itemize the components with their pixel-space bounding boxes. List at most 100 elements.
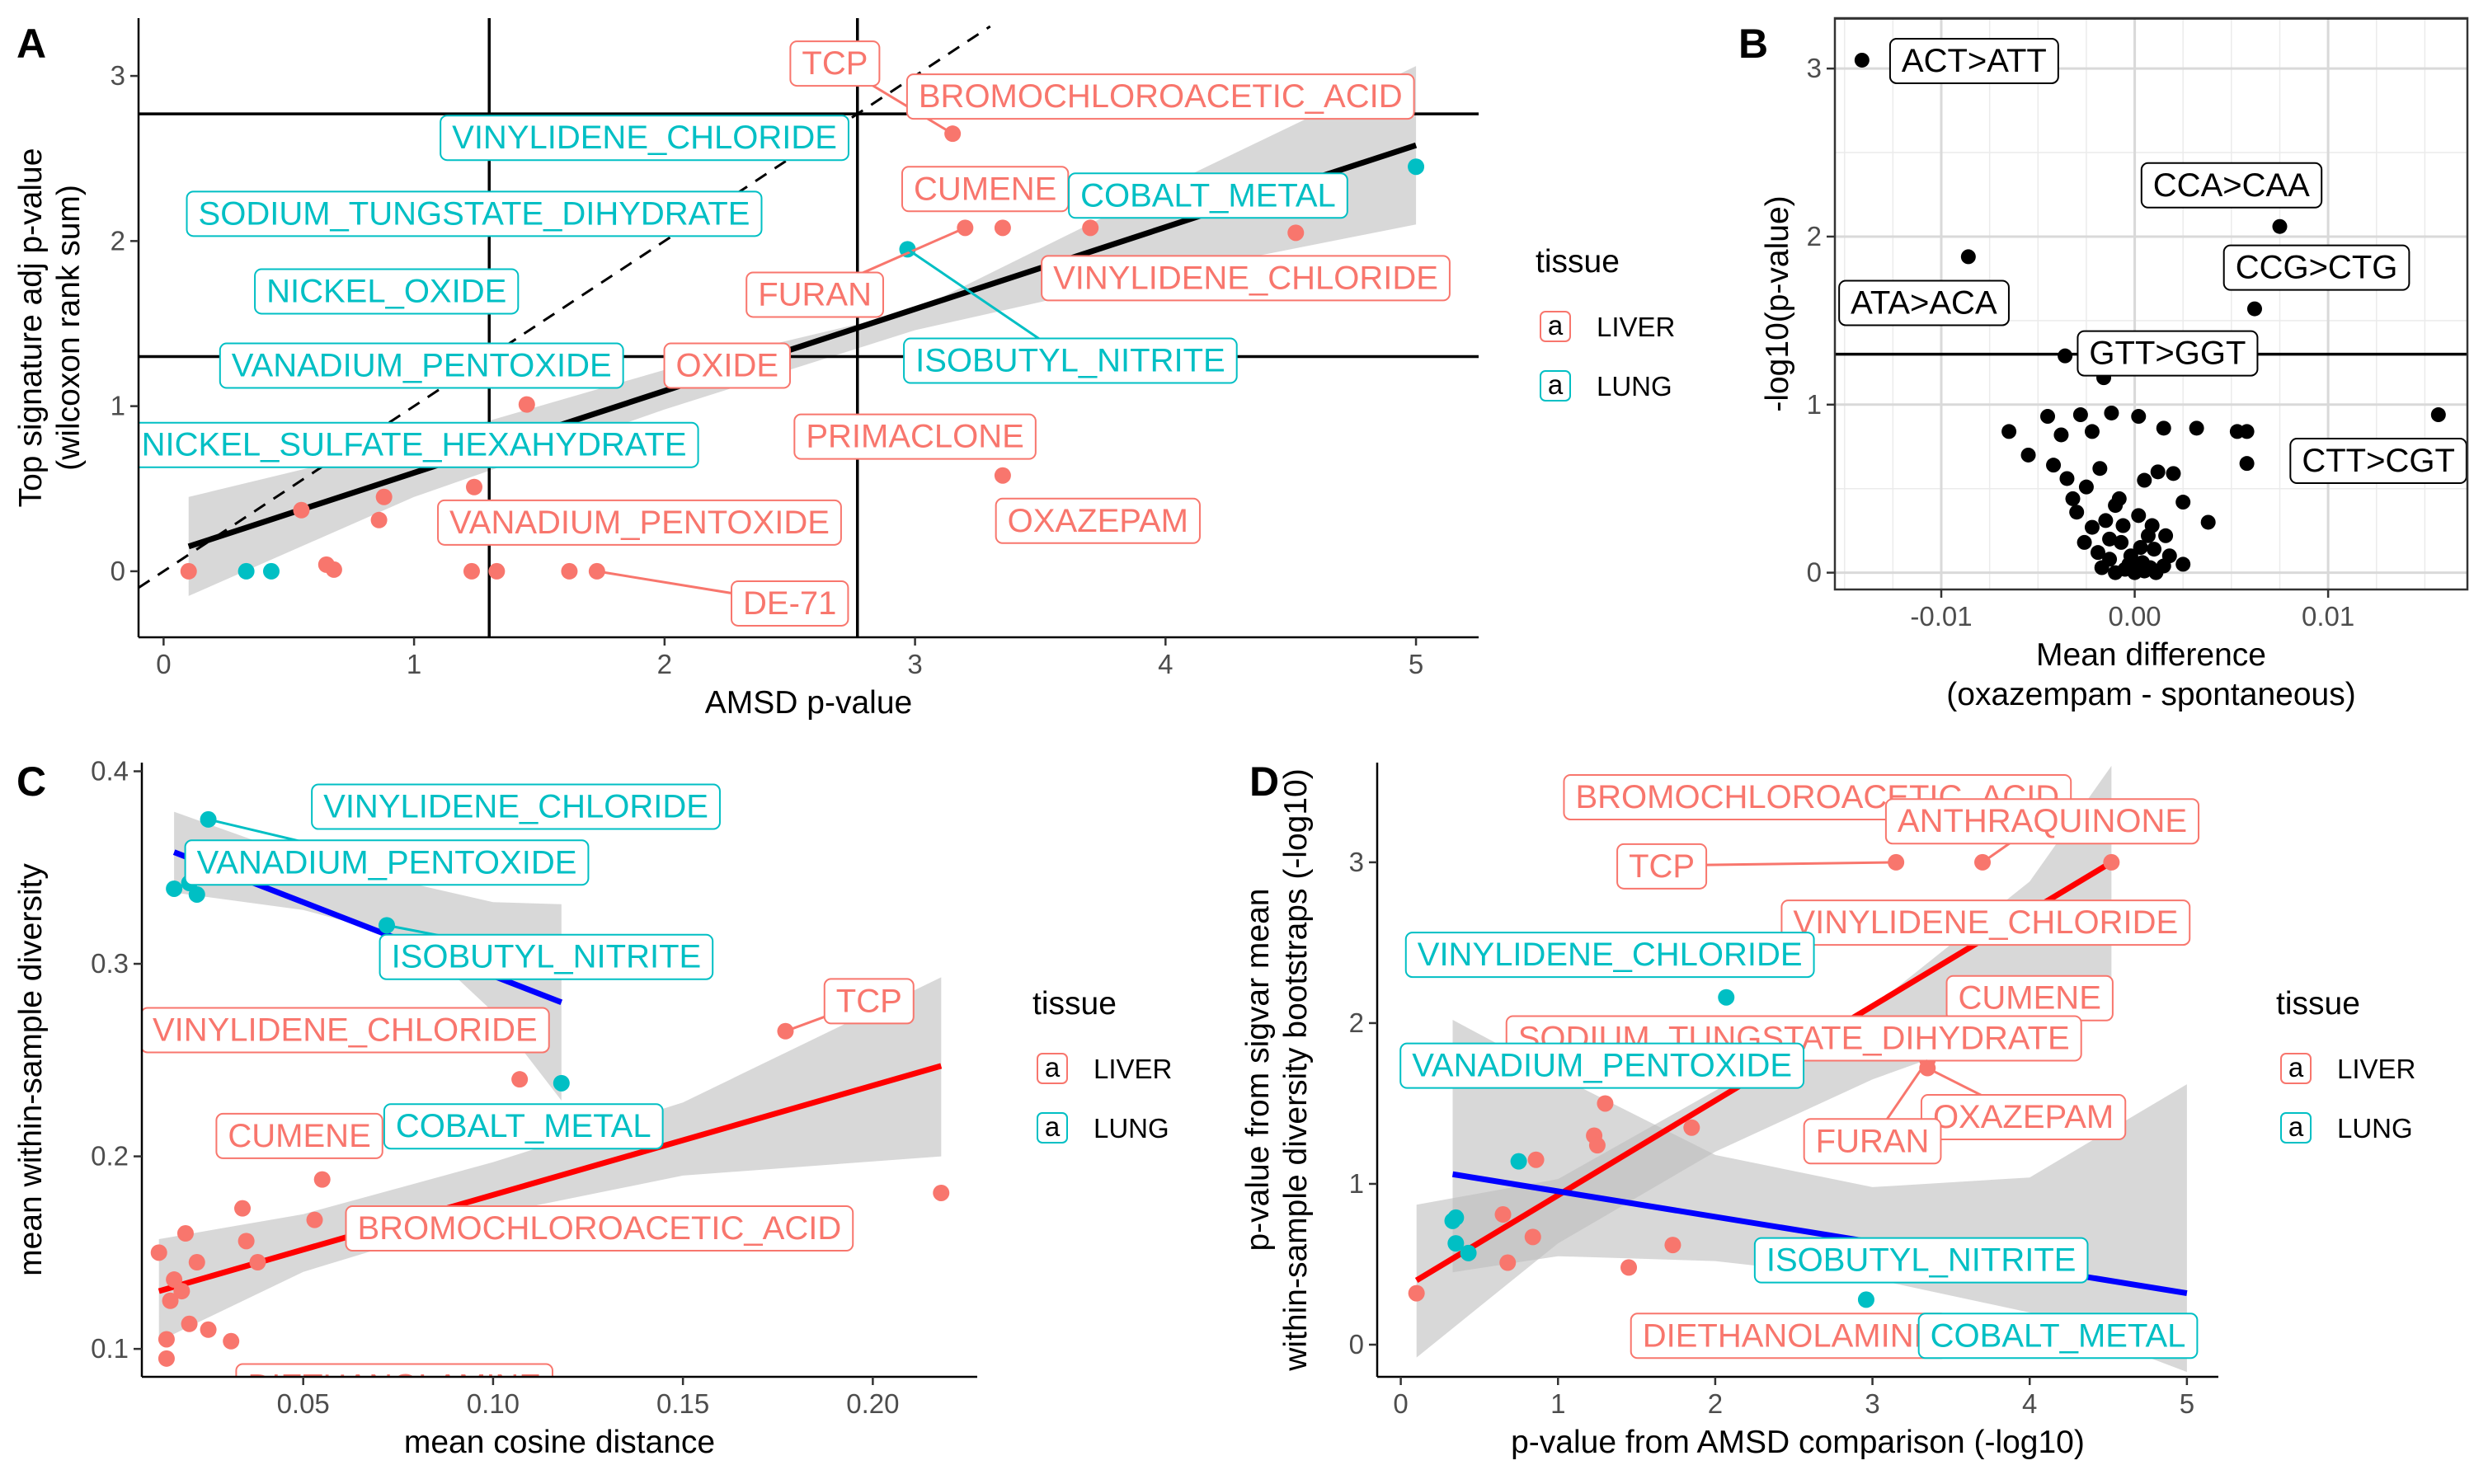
mutation-label: CTT>CGT: [2289, 438, 2467, 485]
legend-item-lung: a LUNG: [1032, 1108, 1169, 1148]
x-tick-label: 4: [2022, 1388, 2037, 1419]
point-label: TCP: [823, 978, 915, 1025]
label-box: [1068, 172, 1348, 219]
data-point: [2103, 853, 2120, 871]
data-point: [325, 561, 342, 578]
panel-c-axes: 0.05 0.10 0.15 0.20 0.1 0.2 0.3 0.4 mean cosine …: [13, 756, 977, 1460]
point-label: CUMENE: [215, 1112, 383, 1159]
data-point: [2272, 218, 2288, 234]
data-point: [1854, 52, 1870, 68]
label-box: [142, 1007, 550, 1054]
data-point: [2104, 405, 2119, 420]
mutation-label: ATA>ACA: [1838, 279, 2010, 326]
data-point: [1082, 219, 1099, 237]
point-label: VANADIUM_PENTOXIDE: [184, 839, 590, 886]
label-box: [1616, 843, 1708, 890]
x-tick-label: 0: [156, 649, 171, 679]
data-point: [2001, 424, 2017, 439]
point-label: ISOBUTYL_NITRITE: [903, 337, 1238, 384]
x-axis-title: (oxazempam - spontaneous): [1946, 677, 2355, 712]
mutation-label: CCG>CTG: [2222, 244, 2411, 291]
label-text: CUMENE: [1959, 980, 2101, 1017]
point-label: NICKEL_OXIDE: [254, 268, 520, 315]
data-point: [2078, 479, 2094, 495]
label-box: [823, 978, 915, 1025]
data-point: [262, 562, 280, 580]
label-box: [1780, 899, 2191, 946]
label-text: COBALT_METAL: [1080, 177, 1336, 214]
label-box: [186, 190, 763, 237]
data-point: [2065, 491, 2081, 506]
label-text: VINYLIDENE_CHLORIDE: [323, 789, 708, 825]
data-point: [2142, 560, 2158, 575]
data-point: [2175, 495, 2191, 510]
data-point: [2166, 466, 2181, 481]
label-box: [1920, 1094, 2127, 1141]
data-point: [293, 501, 310, 519]
data-point: [1718, 989, 1735, 1006]
point-label: DIETHANOLAMINE: [235, 1363, 554, 1377]
legend-item-liver: a LIVER: [1032, 1049, 1172, 1088]
legend-key-glyph: a: [2288, 1052, 2304, 1082]
fit-line-liver: [158, 1063, 943, 1294]
x-tick-label: 0.05: [277, 1388, 330, 1419]
confidence-band-lung: [1452, 1020, 2187, 1373]
point-label: VINYLIDENE_CHLORIDE: [142, 1007, 550, 1054]
data-point: [2069, 505, 2085, 520]
label-text: VINYLIDENE_CHLORIDE: [1418, 937, 1803, 973]
panel-letter-d: D: [1249, 758, 1279, 805]
data-point: [176, 1225, 194, 1242]
data-point: [238, 562, 255, 580]
y-tick-label: 0.4: [91, 756, 129, 787]
panel-letter-b: B: [1738, 21, 1768, 67]
data-point: [2058, 348, 2073, 364]
y-tick-label: 0.2: [91, 1141, 129, 1172]
data-point: [150, 1244, 167, 1261]
label-text: VANADIUM_PENTOXIDE: [232, 348, 612, 384]
point-label: OXIDE: [663, 342, 792, 389]
label-text: NICKEL_SULFATE_HEXAHYDRATE: [142, 427, 687, 463]
point-label: TCP: [1616, 843, 1708, 890]
data-point: [2046, 458, 2062, 473]
label-text: CCG>CTG: [2236, 250, 2398, 286]
legend-item-lung: a LUNG: [2276, 1108, 2413, 1148]
x-axis-title: Mean difference: [2036, 637, 2266, 673]
label-text: TCP: [1629, 848, 1695, 885]
point-label: OXAZEPAM: [1920, 1094, 2127, 1141]
y-tick-label: 1: [1807, 389, 1822, 420]
label-box: [383, 1103, 664, 1150]
label-text: NICKEL_OXIDE: [266, 273, 506, 309]
label-box: [2222, 244, 2411, 291]
legend-key-glyph: a: [2288, 1111, 2304, 1142]
label-box: [903, 337, 1238, 384]
legend-d: tissue a LIVER a LUNG: [2276, 986, 2415, 1148]
label-box: [2140, 162, 2323, 209]
data-point: [2094, 560, 2109, 575]
data-point: [2053, 427, 2069, 443]
y-tick-label: 2: [111, 225, 125, 256]
data-point: [2115, 518, 2131, 533]
data-point: [1620, 1259, 1638, 1276]
data-point: [370, 511, 388, 528]
point-label: VINYLIDENE_CHLORIDE: [440, 115, 849, 162]
data-point: [2040, 409, 2056, 425]
y-tick-label: 2: [1349, 1007, 1364, 1038]
legend-key-box: [1037, 1053, 1068, 1084]
label-text: ISOBUTYL_NITRITE: [1766, 1242, 2077, 1279]
label-text: VANADIUM_PENTOXIDE: [449, 505, 830, 541]
legend-title: tissue: [1032, 986, 1117, 1021]
y-tick-label: 0.3: [91, 948, 129, 979]
label-box: [219, 342, 624, 389]
data-point: [2137, 472, 2152, 488]
y-tick-label: 3: [111, 60, 125, 91]
point-label: VINYLIDENE_CHLORIDE: [1780, 899, 2191, 946]
data-point: [1408, 158, 1425, 176]
label-box: [1803, 1118, 1942, 1165]
data-point: [2092, 461, 2108, 477]
label-text: CTT>CGT: [2302, 443, 2455, 479]
x-tick-label: 4: [1158, 649, 1173, 679]
label-box: [789, 40, 881, 87]
data-point: [188, 1254, 205, 1271]
